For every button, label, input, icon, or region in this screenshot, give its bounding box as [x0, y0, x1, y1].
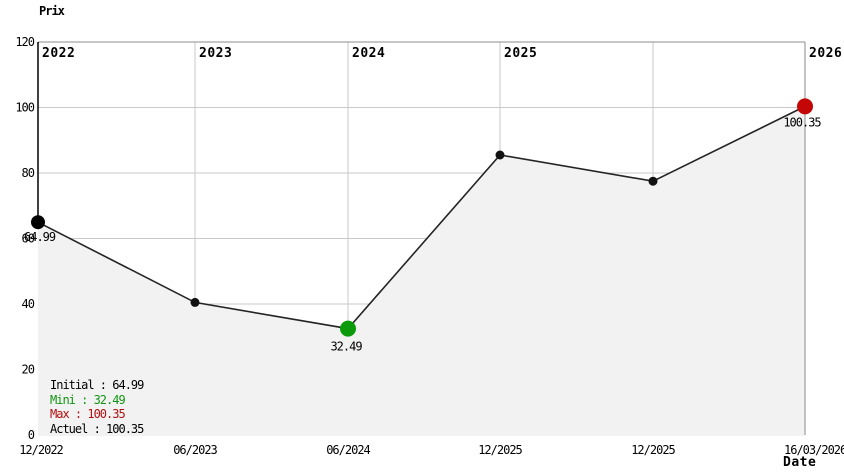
y-tick-label: 100 [15, 101, 34, 115]
legend-initial: Initial : 64.99 [50, 378, 144, 392]
y-tick-label: 40 [22, 297, 35, 311]
year-label: 2025 [504, 46, 537, 61]
chart-title: Prix [39, 4, 65, 18]
chart-stats-legend: Initial : 64.99 Mini : 32.49 Max : 100.3… [50, 378, 144, 436]
year-label: 2026 [809, 46, 842, 61]
year-label: 2022 [42, 46, 75, 61]
data-point-min [340, 320, 356, 337]
y-tick-label: 80 [22, 166, 35, 180]
data-point-initial [31, 215, 45, 230]
y-tick-label: 60 [22, 232, 35, 246]
data-point-max [797, 98, 813, 115]
y-tick-label: 20 [22, 363, 35, 377]
x-tick-label: 06/2023 [173, 443, 217, 457]
legend-actuel: Actuel : 100.35 [50, 421, 144, 436]
y-tick-label: 0 [28, 428, 35, 442]
legend-max: Max : 100.35 [50, 407, 126, 421]
data-point-point [495, 150, 505, 160]
y-tick-label: 120 [15, 35, 34, 49]
x-tick-label: 12/2025 [631, 443, 675, 457]
x-tick-label: 06/2024 [326, 443, 370, 457]
x-tick-label: 12/2025 [478, 443, 522, 457]
year-label: 2024 [352, 46, 385, 61]
point-value-label: 32.49 [330, 340, 362, 354]
legend-mini: Mini : 32.49 [50, 392, 126, 407]
area-fill [38, 106, 805, 437]
x-tick-label: 16/03/2026 [784, 443, 844, 457]
year-label: 2023 [199, 46, 232, 61]
data-point-point [648, 176, 658, 186]
point-value-label: 100.35 [783, 115, 821, 129]
x-tick-label: 12/2022 [19, 443, 63, 457]
point-value-label: 64.99 [24, 230, 56, 244]
data-point-point [190, 297, 200, 307]
x-axis-title: Date [783, 455, 817, 470]
price-line [37, 105, 806, 330]
